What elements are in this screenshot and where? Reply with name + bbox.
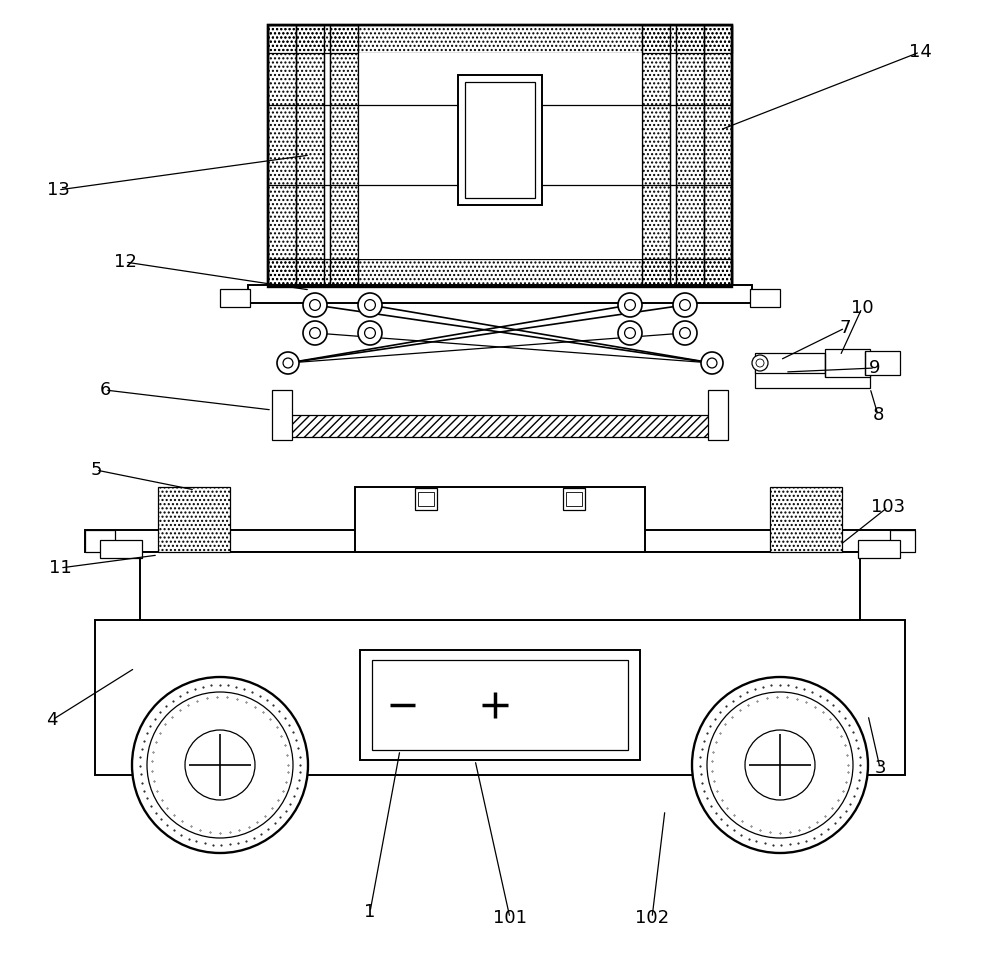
Text: 9: 9	[869, 359, 881, 377]
Bar	[220, 289, 250, 307]
Bar	[268, 25, 296, 287]
Text: 4: 4	[46, 711, 58, 729]
Circle shape	[365, 328, 375, 338]
Bar	[268, 25, 732, 287]
Circle shape	[680, 328, 690, 338]
Bar	[858, 540, 900, 558]
Bar	[642, 25, 670, 287]
Circle shape	[358, 321, 382, 345]
Circle shape	[185, 730, 255, 800]
Circle shape	[310, 300, 320, 310]
Bar	[704, 25, 732, 287]
Text: 14: 14	[909, 43, 931, 61]
Text: 8: 8	[872, 406, 884, 424]
Bar	[296, 25, 324, 287]
Text: 10: 10	[851, 299, 873, 317]
Bar	[372, 660, 628, 750]
Bar	[248, 285, 752, 303]
Text: 12: 12	[114, 253, 136, 271]
Circle shape	[756, 359, 764, 367]
Bar	[158, 487, 230, 552]
Circle shape	[673, 293, 697, 317]
Circle shape	[283, 358, 293, 368]
Text: 6: 6	[99, 381, 111, 399]
Bar	[140, 552, 860, 620]
Circle shape	[673, 321, 697, 345]
Circle shape	[692, 677, 868, 853]
Bar	[418, 492, 434, 506]
Bar	[566, 492, 582, 506]
Circle shape	[365, 300, 375, 310]
Text: 101: 101	[493, 909, 527, 927]
Bar	[755, 370, 870, 388]
Bar	[268, 25, 732, 287]
Bar	[85, 530, 915, 552]
Text: 1: 1	[364, 903, 376, 921]
Bar	[85, 530, 115, 552]
Circle shape	[303, 321, 327, 345]
Bar	[676, 25, 704, 287]
Circle shape	[303, 293, 327, 317]
Circle shape	[277, 352, 299, 374]
Text: 3: 3	[874, 759, 886, 777]
Text: 5: 5	[90, 461, 102, 479]
Bar	[358, 53, 642, 259]
Circle shape	[147, 692, 293, 838]
Circle shape	[701, 352, 723, 374]
Bar	[268, 25, 732, 53]
Circle shape	[680, 300, 690, 310]
Text: 7: 7	[839, 319, 851, 337]
Bar	[465, 82, 535, 198]
Bar	[865, 351, 900, 375]
Circle shape	[625, 300, 635, 310]
Bar	[272, 390, 292, 440]
Bar	[563, 488, 585, 510]
Bar	[750, 289, 780, 307]
Circle shape	[310, 328, 320, 338]
Circle shape	[618, 321, 642, 345]
Bar	[288, 415, 712, 437]
Text: 102: 102	[635, 909, 669, 927]
Bar	[825, 349, 870, 377]
Circle shape	[358, 293, 382, 317]
Circle shape	[707, 358, 717, 368]
Text: 13: 13	[47, 181, 69, 199]
Circle shape	[707, 692, 853, 838]
Bar	[100, 540, 142, 558]
Bar	[770, 487, 842, 552]
Circle shape	[752, 355, 768, 371]
Bar	[890, 530, 915, 552]
Circle shape	[132, 677, 308, 853]
Bar	[95, 620, 905, 775]
Circle shape	[618, 293, 642, 317]
Circle shape	[625, 328, 635, 338]
Text: 11: 11	[49, 559, 71, 577]
Bar	[330, 25, 358, 287]
Circle shape	[745, 730, 815, 800]
Bar	[458, 75, 542, 205]
Bar	[708, 390, 728, 440]
Bar	[360, 650, 640, 760]
Bar	[415, 488, 437, 510]
Bar	[755, 353, 825, 373]
Bar	[355, 487, 645, 552]
Text: 103: 103	[871, 498, 905, 516]
Bar	[268, 259, 732, 287]
